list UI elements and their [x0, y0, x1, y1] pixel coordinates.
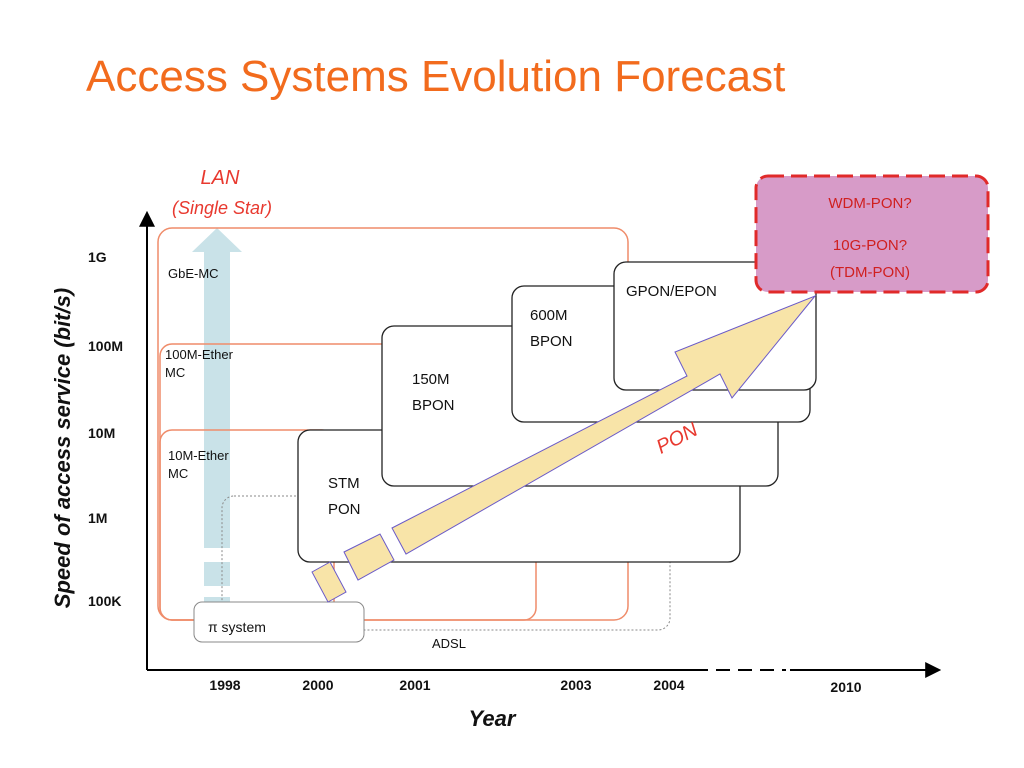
ether100-label-2: MC	[165, 365, 185, 380]
gpon-epon-box	[613, 261, 817, 391]
gpon-epon-label: GPON/EPON	[626, 283, 717, 300]
pi-system-box	[193, 601, 365, 643]
y-tick-1g: 1G	[88, 249, 107, 265]
bpon150-label-1: 150M	[412, 371, 450, 388]
x-tick-1998: 1998	[209, 677, 240, 693]
lan-label: LAN	[201, 167, 240, 189]
x-tick-2010: 2010	[830, 679, 861, 695]
y-tick-100m: 100M	[88, 338, 123, 354]
x-tick-2004: 2004	[653, 677, 684, 693]
y-tick-10m: 10M	[88, 425, 115, 441]
x-tick-2003: 2003	[560, 677, 591, 693]
x-axis-title: Year	[469, 706, 517, 731]
ether10-label-2: MC	[168, 466, 188, 481]
pon-evolution-arrow	[311, 294, 817, 603]
wdm-pon-label: WDM-PON?	[828, 195, 911, 212]
10g-pon-label: 10G-PON?	[833, 237, 907, 254]
gbe-mc-label: GbE-MC	[168, 266, 219, 281]
y-tick-100k: 100K	[88, 593, 121, 609]
pi-system-label: π system	[208, 619, 266, 635]
lan-sublabel: (Single Star)	[172, 198, 272, 218]
bpon600-label-1: 600M	[530, 307, 568, 324]
adsl-label: ADSL	[432, 636, 466, 651]
stm-pon-label-2: PON	[328, 501, 361, 518]
x-tick-2000: 2000	[302, 677, 333, 693]
ether10-label-1: 10M-Ether	[168, 448, 229, 463]
lan-speed-arrow	[192, 228, 242, 609]
y-tick-1m: 1M	[88, 510, 107, 526]
future-pon-box	[754, 174, 990, 294]
tdm-pon-label: (TDM-PON)	[830, 264, 910, 281]
page-title: Access Systems Evolution Forecast	[86, 52, 786, 101]
ether100-label-1: 100M-Ether	[165, 347, 234, 362]
stm-pon-label-1: STM	[328, 475, 360, 492]
bpon150-label-2: BPON	[412, 397, 455, 414]
x-tick-2001: 2001	[399, 677, 430, 693]
bpon600-label-2: BPON	[530, 333, 573, 350]
y-axis-title: Speed of access service (bit/s)	[50, 288, 75, 608]
